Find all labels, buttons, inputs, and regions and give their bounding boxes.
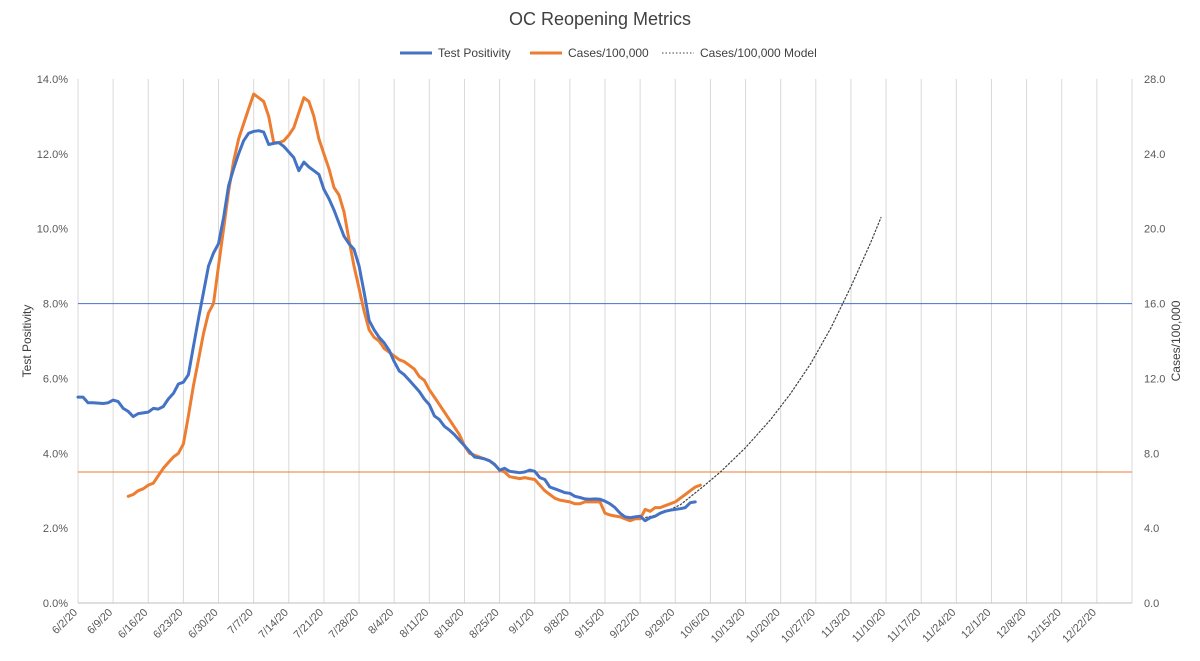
y-right-tick-label: 12.0 xyxy=(1144,373,1165,385)
y-axis-right-title: Cases/100,000 xyxy=(1169,300,1183,381)
y-left-tick-label: 4.0% xyxy=(43,448,68,460)
y-axis-left-title: Test Positivity xyxy=(20,305,34,378)
y-right-tick-label: 0.0 xyxy=(1144,598,1159,610)
series-line-cases-100-000 xyxy=(126,92,702,523)
series-lines xyxy=(76,92,882,523)
gridlines xyxy=(77,79,1133,603)
y-left-tick-label: 2.0% xyxy=(43,523,68,535)
y-right-tick-label: 20.0 xyxy=(1144,224,1165,236)
series-line-test-positivity xyxy=(76,129,697,523)
chart-title: OC Reopening Metrics xyxy=(509,9,691,29)
y-left-tick-label: 10.0% xyxy=(37,224,68,236)
y-left-tick-label: 8.0% xyxy=(43,299,68,311)
y-left-tick-label: 14.0% xyxy=(37,74,68,86)
legend: Test Positivity Cases/100,000 Cases/100,… xyxy=(400,46,817,60)
legend-label-cases-model: Cases/100,000 Model xyxy=(700,46,817,60)
y-left-tick-label: 6.0% xyxy=(43,373,68,385)
y-right-tick-label: 28.0 xyxy=(1144,74,1165,86)
y-right-tick-label: 16.0 xyxy=(1144,299,1165,311)
y-right-tick-label: 8.0 xyxy=(1144,448,1159,460)
legend-label-cases: Cases/100,000 xyxy=(568,46,649,60)
y-right-tick-label: 24.0 xyxy=(1144,149,1165,161)
y-left-tick-label: 0.0% xyxy=(43,598,68,610)
y-left-tick-label: 12.0% xyxy=(37,149,68,161)
reference-lines xyxy=(78,303,1132,473)
y-right-tick-label: 4.0 xyxy=(1144,523,1159,535)
legend-label-test-positivity: Test Positivity xyxy=(438,46,511,60)
